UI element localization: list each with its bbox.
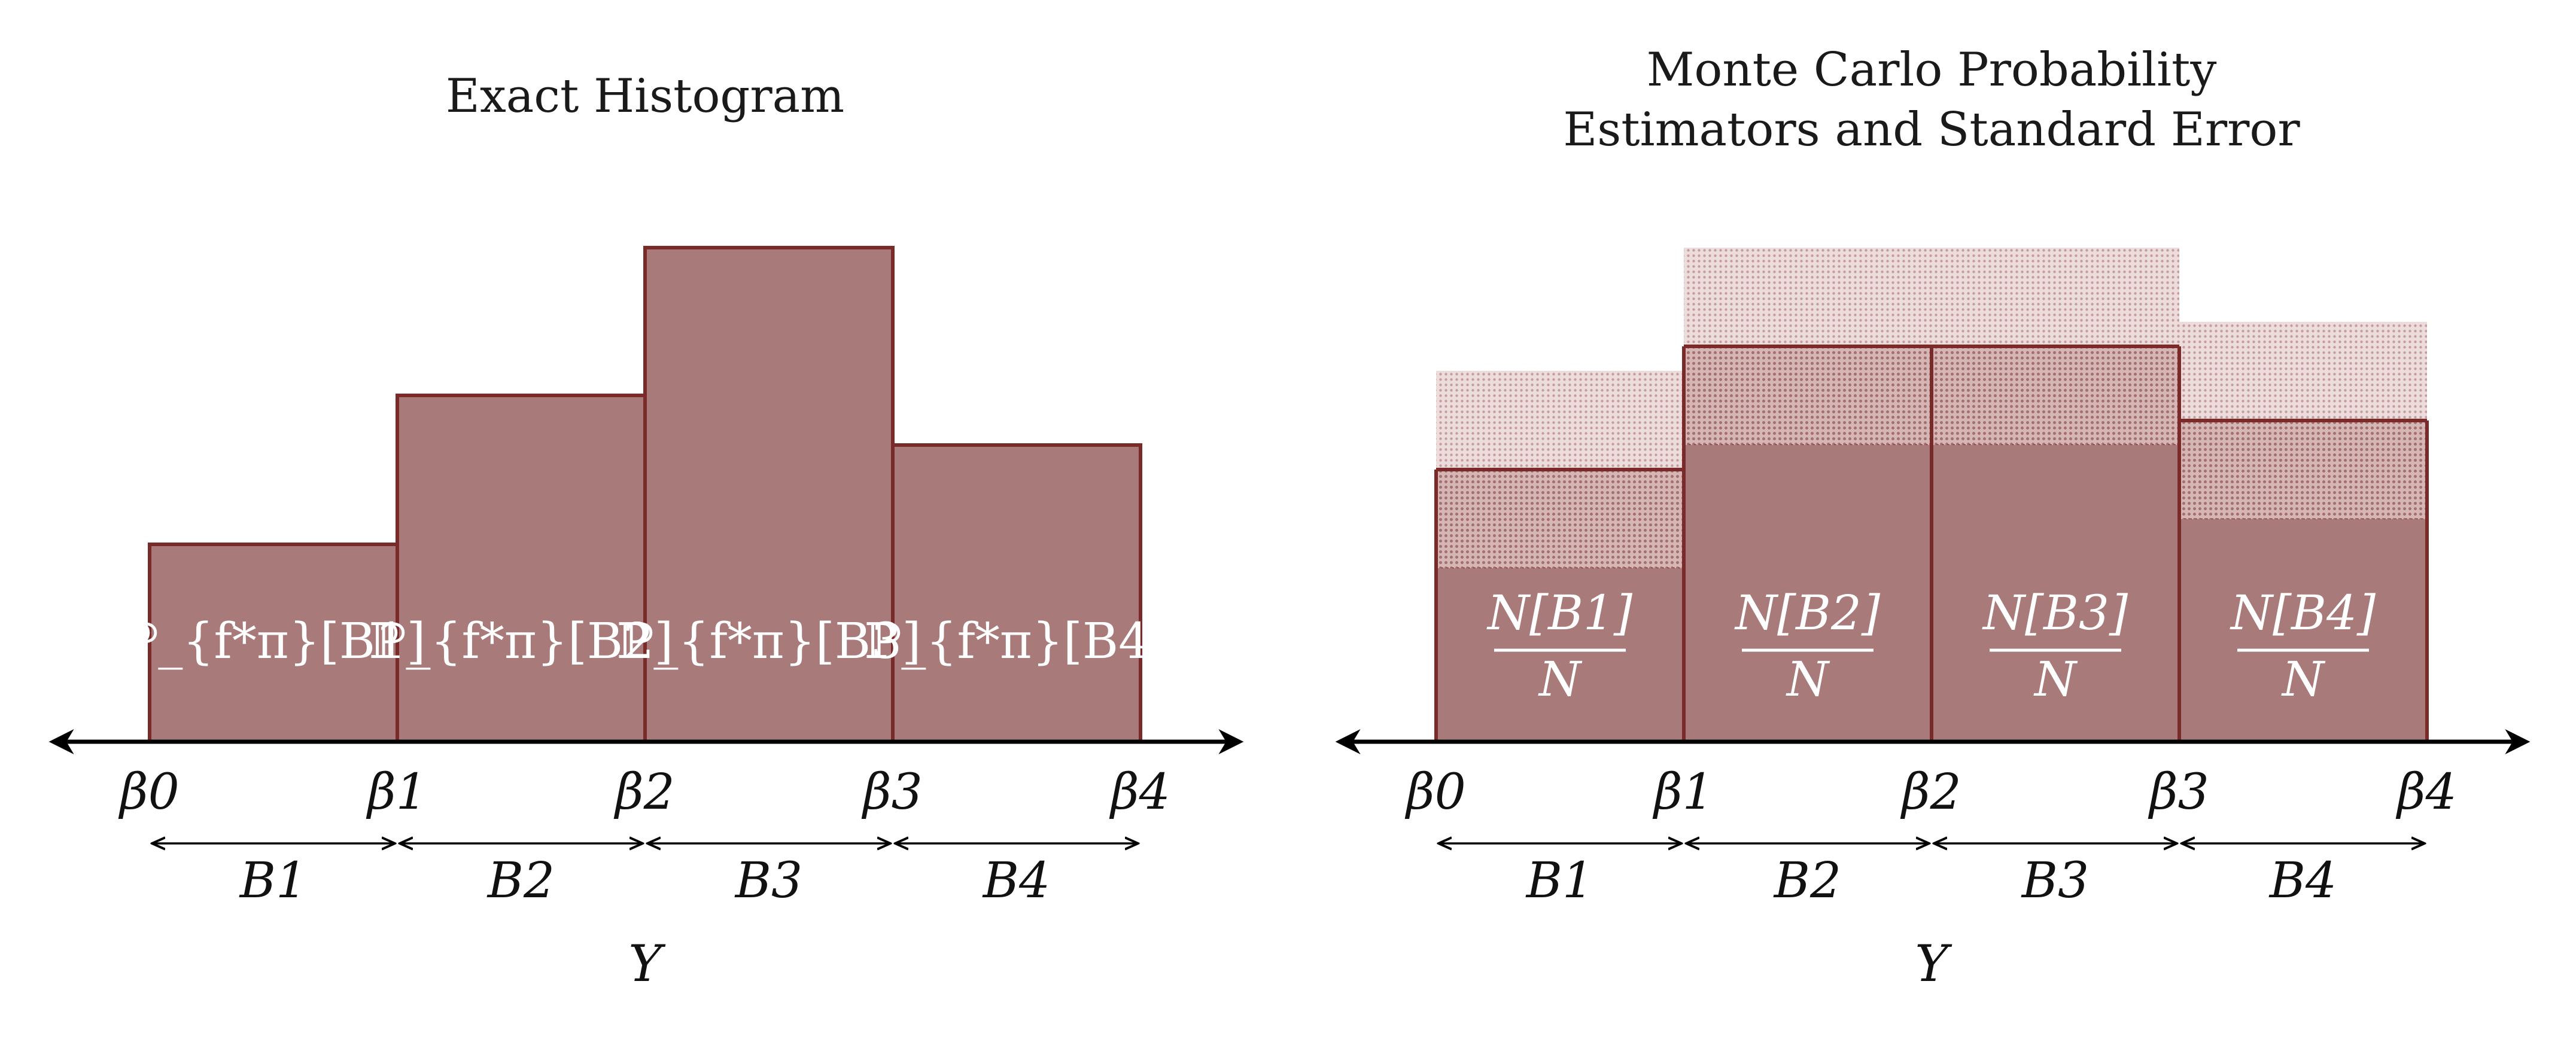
right-fraction-b3: N[B3] N — [1982, 585, 2128, 707]
right-frac-num-b3: N[B3] — [1982, 585, 2128, 641]
right-frac-den-b3: N — [2033, 651, 2078, 707]
right-bin-b2: B2 — [1773, 852, 1841, 909]
right-bar-b4 — [2179, 519, 2427, 742]
right-inner-band-b4 — [2178, 419, 2428, 520]
right-outer-error-bands — [1436, 248, 2427, 470]
right-inner-band-b3 — [1930, 345, 2180, 446]
right-bars — [1436, 445, 2427, 742]
left-bar-b1 — [148, 543, 399, 744]
left-bar-label-b2: ℙ_{f*π}[B2] — [369, 613, 674, 670]
right-fraction-b2: N[B2] N — [1734, 585, 1881, 707]
left-bin-b2: B2 — [486, 852, 555, 909]
right-inner-band-b1 — [1435, 468, 1685, 569]
left-bar-label-b4: ℙ_{f*π}[B4] — [865, 613, 1169, 670]
left-title: Exact Histogram — [446, 69, 844, 123]
right-frac-den-b1: N — [1538, 651, 1583, 707]
right-bin-b1: B1 — [1525, 852, 1593, 909]
left-boundary-labels: β0 β1 β2 β3 β4 — [118, 764, 1170, 821]
left-bar-b3 — [643, 246, 895, 744]
left-bar-labels: ℙ_{f*π}[B1] ℙ_{f*π}[B2] ℙ_{f*π}[B3] ℙ_{f… — [121, 613, 1169, 670]
left-axis-label: Y — [628, 934, 666, 993]
right-bin-b4: B4 — [2268, 852, 2337, 909]
right-beta-3: β3 — [2148, 764, 2209, 821]
right-bar-b3 — [1932, 445, 2179, 742]
right-bin-names: B1 B2 B3 B4 — [1525, 852, 2337, 909]
left-beta-3: β3 — [861, 764, 923, 821]
left-beta-2: β2 — [613, 764, 675, 821]
right-frac-num-b1: N[B1] — [1486, 585, 1633, 641]
left-bin-b4: B4 — [982, 852, 1050, 909]
right-title-line1: Monte Carlo Probability — [1647, 43, 2217, 97]
right-bar-labels: N[B1] N N[B2] N N[B3] N N[B4] N — [1486, 585, 2376, 707]
right-outer-band-b4 — [2179, 322, 2427, 421]
right-bar-b2 — [1684, 445, 1932, 742]
right-frac-num-b2: N[B2] — [1734, 585, 1881, 641]
right-beta-2: β2 — [1900, 764, 1961, 821]
left-bar-b2 — [396, 394, 647, 744]
left-bar-label-b1: ℙ_{f*π}[B1] — [121, 613, 426, 670]
right-beta-4: β4 — [2395, 764, 2457, 821]
left-panel: Exact Histogram ℙ_{f*π}[B1] ℙ_{f*π}[B2] … — [48, 69, 1244, 993]
right-inner-error-bands — [1435, 345, 2428, 569]
right-outer-band-b2 — [1684, 248, 1932, 346]
left-bin-names: B1 B2 B3 B4 — [239, 852, 1050, 909]
left-beta-1: β1 — [366, 764, 427, 821]
right-inner-band-b2 — [1683, 345, 1933, 446]
right-axis-label: Y — [1915, 934, 1952, 993]
left-bin-b1: B1 — [239, 852, 307, 909]
right-title-line2: Estimators and Standard Error — [1563, 103, 2300, 157]
left-beta-0: β0 — [118, 764, 180, 821]
left-bars — [148, 246, 1142, 744]
right-frac-den-b2: N — [1786, 651, 1830, 707]
right-beta-0: β0 — [1404, 764, 1466, 821]
right-frac-den-b4: N — [2281, 651, 2326, 707]
right-panel: Monte Carlo Probability Estimators and S… — [1335, 43, 2531, 993]
left-bin-b3: B3 — [734, 852, 802, 909]
right-bin-b3: B3 — [2021, 852, 2089, 909]
right-frac-num-b4: N[B4] — [2230, 585, 2376, 641]
left-bar-label-b3: ℙ_{f*π}[B3] — [617, 613, 921, 670]
right-boundary-labels: β0 β1 β2 β3 β4 — [1404, 764, 2457, 821]
right-bin-outlines — [1434, 345, 2429, 742]
right-fraction-b4: N[B4] N — [2230, 585, 2376, 707]
left-beta-4: β4 — [1109, 764, 1170, 821]
right-bar-b1 — [1436, 568, 1684, 742]
right-outer-band-b1 — [1436, 371, 1684, 470]
right-beta-1: β1 — [1652, 764, 1714, 821]
left-bar-b4 — [891, 443, 1142, 744]
right-fraction-b1: N[B1] N — [1486, 585, 1633, 707]
right-outer-band-b3 — [1932, 248, 2179, 346]
